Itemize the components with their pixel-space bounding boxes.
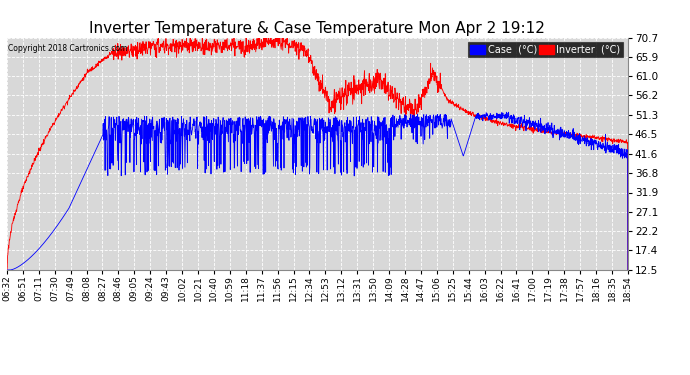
Text: Copyright 2018 Cartronics.com: Copyright 2018 Cartronics.com	[8, 45, 128, 54]
Title: Inverter Temperature & Case Temperature Mon Apr 2 19:12: Inverter Temperature & Case Temperature …	[90, 21, 545, 36]
Legend: Case  (°C), Inverter  (°C): Case (°C), Inverter (°C)	[468, 42, 623, 57]
